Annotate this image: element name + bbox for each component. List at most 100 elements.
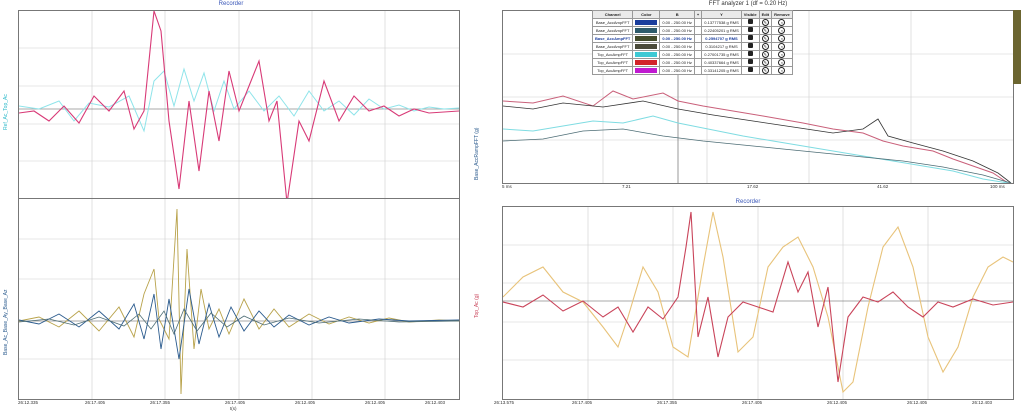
fft-row-visible[interactable] — [740, 50, 760, 59]
edit-icon[interactable]: ✎ — [761, 59, 769, 66]
remove-icon[interactable]: × — [778, 27, 786, 34]
remove-icon[interactable]: × — [778, 19, 786, 26]
fft-xtick-1: 7.21 — [622, 184, 631, 189]
fft-channel-table: Channel Color B + Y Visible Edit Remove … — [591, 10, 793, 75]
fft-row-visible[interactable] — [740, 34, 760, 43]
fft-row-remove[interactable]: × — [771, 50, 793, 59]
fft-row-visible[interactable] — [740, 58, 760, 67]
fft-col-plus: + — [693, 10, 703, 19]
fft-row-color[interactable] — [632, 26, 661, 35]
edit-icon[interactable]: ✎ — [761, 19, 769, 26]
visible-checkbox-icon[interactable] — [747, 59, 753, 64]
fft-row-channel: Top_AccAmpFFT — [591, 66, 634, 75]
fft-xtick-3: 41.62 — [877, 184, 889, 189]
fft-row-sep — [693, 26, 703, 35]
fft-slate-trace — [503, 128, 1012, 183]
fft-row[interactable]: Base_AccAmpFFT 0.00 - 250.00 Hz 0.13777538… — [591, 18, 793, 27]
edit-icon[interactable]: ✎ — [761, 67, 769, 74]
fft-row-color[interactable] — [632, 66, 661, 75]
fft-row-visible[interactable] — [740, 18, 760, 27]
fft-row[interactable]: Top_AccAmpFFT 0.00 - 250.00 Hz 0.27001735 … — [591, 50, 793, 59]
right-recorder-plot[interactable] — [502, 206, 1014, 400]
rec-xtick-5: 26:12.405 — [907, 400, 928, 405]
fft-row[interactable]: Top_AccAmpFFT 0.00 - 250.00 Hz 0.33141205 … — [591, 66, 793, 75]
fft-row-remove[interactable]: × — [771, 34, 793, 43]
visible-checkbox-icon[interactable] — [747, 51, 753, 56]
fft-row-visible[interactable] — [740, 66, 760, 75]
remove-icon[interactable]: × — [778, 43, 786, 50]
left-xtick-0: 26:12.335 — [18, 400, 39, 405]
fft-row-remove[interactable]: × — [771, 58, 793, 67]
rec-xtick-0: 26:13.575 — [494, 400, 515, 405]
fft-panel: FFT analyzer 1 (df = 0.20 Hz) Base_AccRa… — [472, 0, 1024, 196]
fft-row-edit[interactable]: ✎ — [758, 26, 773, 35]
color-swatch[interactable] — [635, 44, 658, 50]
fft-row-edit[interactable]: ✎ — [758, 58, 773, 67]
fft-row-channel: Base_AccAmpFFT — [591, 26, 634, 35]
left-top-plot[interactable] — [18, 10, 460, 200]
fft-row-remove[interactable]: × — [771, 18, 793, 27]
fft-side-bar — [1013, 10, 1021, 84]
edit-icon[interactable]: ✎ — [761, 27, 769, 34]
edit-icon[interactable]: ✎ — [761, 51, 769, 58]
fft-row-remove[interactable]: × — [771, 66, 793, 75]
fft-row-visible[interactable] — [740, 26, 760, 35]
edit-icon[interactable]: ✎ — [761, 43, 769, 50]
visible-checkbox-icon[interactable] — [747, 67, 753, 72]
fft-row-range: 0.00 - 250.00 Hz — [659, 66, 695, 75]
edit-icon[interactable]: ✎ — [761, 35, 769, 42]
fft-row-remove[interactable]: × — [771, 42, 793, 51]
fft-row-color[interactable] — [632, 18, 661, 27]
remove-icon[interactable]: × — [778, 59, 786, 66]
fft-row-color[interactable] — [632, 50, 661, 59]
fft-row-edit[interactable]: ✎ — [758, 34, 773, 43]
fft-col-remove: Remove — [771, 10, 793, 19]
fft-col-visible: Visible — [740, 10, 760, 19]
color-swatch[interactable] — [635, 36, 658, 42]
fft-row[interactable]: Base_AccAmpFFT 0.00 - 250.00 Hz 0.22405201… — [591, 26, 793, 35]
visible-checkbox-icon[interactable] — [747, 43, 753, 48]
fft-row-edit[interactable]: ✎ — [758, 50, 773, 59]
color-swatch[interactable] — [635, 68, 658, 74]
left-top-chart — [19, 11, 459, 199]
visible-checkbox-icon[interactable] — [747, 35, 753, 40]
color-swatch[interactable] — [635, 60, 658, 66]
remove-icon[interactable]: × — [778, 51, 786, 58]
fft-row-visible[interactable] — [740, 42, 760, 51]
right-recorder-chart — [503, 207, 1013, 399]
fft-col-edit: Edit — [758, 10, 773, 19]
fft-row-edit[interactable]: ✎ — [758, 66, 773, 75]
fft-row-sep — [693, 58, 703, 67]
fft-row-color[interactable] — [632, 34, 661, 43]
fft-row-value: 0.3104217 g RMS — [701, 42, 742, 51]
fft-row[interactable]: Base_AccAmpFFT 0.00 - 250.00 Hz 0.2594707 … — [591, 34, 793, 43]
fft-row-color[interactable] — [632, 42, 661, 51]
rec-xtick-4: 26:12.405 — [827, 400, 848, 405]
top-pink-trace — [19, 11, 459, 199]
left-bottom-plot[interactable] — [18, 198, 460, 400]
remove-icon[interactable]: × — [778, 35, 786, 42]
visible-checkbox-icon[interactable] — [747, 27, 753, 32]
fft-row-color[interactable] — [632, 58, 661, 67]
visible-checkbox-icon[interactable] — [747, 19, 753, 24]
fft-row[interactable]: Top_AccAmpFFT 0.00 - 250.00 Hz 0.40337664 … — [591, 58, 793, 67]
fft-cyan-trace — [503, 115, 1009, 183]
color-swatch[interactable] — [635, 20, 658, 26]
color-swatch[interactable] — [635, 52, 658, 58]
fft-row-edit[interactable]: ✎ — [758, 18, 773, 27]
fft-ylabel: Base_AccRampFFT (g) — [474, 127, 480, 180]
fft-row-value: 0.22405201 g RMS — [701, 26, 742, 35]
remove-icon[interactable]: × — [778, 67, 786, 74]
color-swatch[interactable] — [635, 28, 658, 34]
left-xtick-3: 26:17.405 — [225, 400, 246, 405]
rec-xtick-6: 26:12.403 — [972, 400, 993, 405]
fft-row-range: 0.00 - 250.00 Hz — [659, 34, 695, 43]
base-slate-trace — [19, 308, 459, 336]
fft-row[interactable]: Base_AccAmpFFT 0.00 - 250.00 Hz 0.3104217 … — [591, 42, 793, 51]
fft-dark-trace — [503, 100, 1012, 183]
left-xtick-6: 26:12.403 — [425, 400, 446, 405]
fft-row-range: 0.00 - 250.00 Hz — [659, 58, 695, 67]
fft-row-channel: Top_AccAmpFFT — [591, 58, 634, 67]
fft-row-edit[interactable]: ✎ — [758, 42, 773, 51]
fft-row-remove[interactable]: × — [771, 26, 793, 35]
